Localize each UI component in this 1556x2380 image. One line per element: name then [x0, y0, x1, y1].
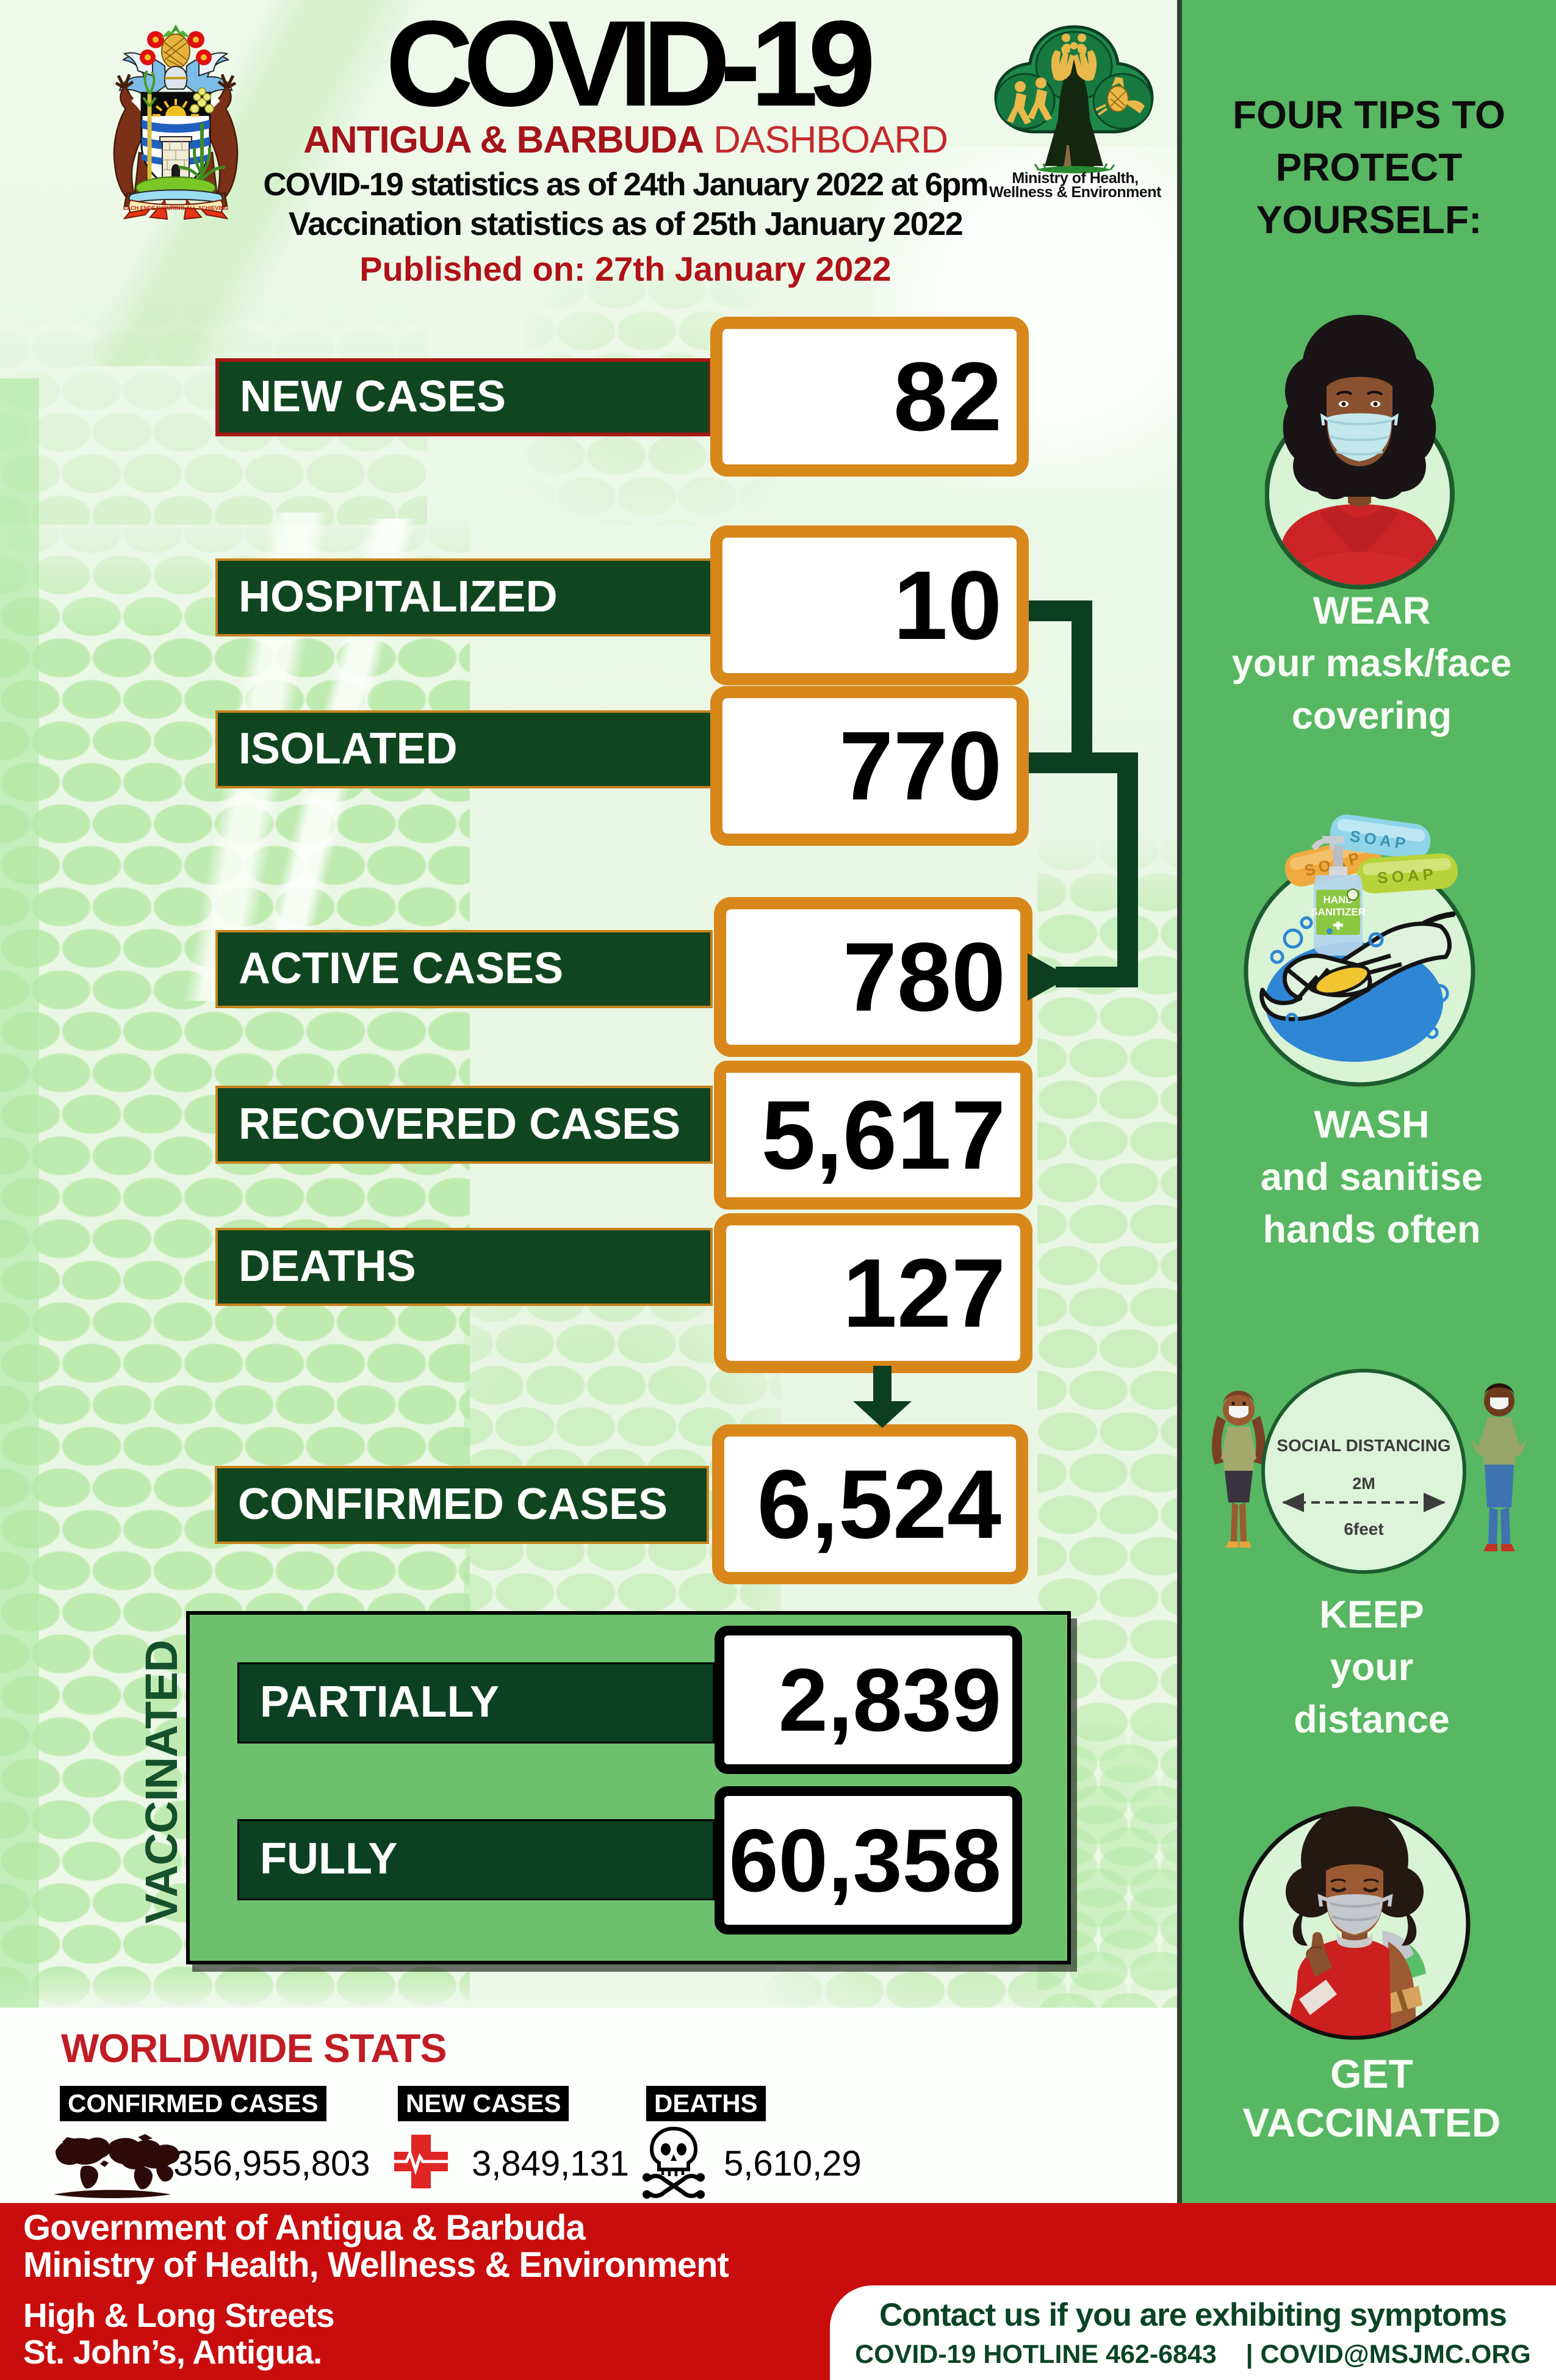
svg-text:SOCIAL DISTANCING: SOCIAL DISTANCING	[1277, 1436, 1450, 1455]
svg-text:SANITIZER: SANITIZER	[1311, 906, 1366, 918]
svg-text:HAND: HAND	[1323, 894, 1353, 906]
svg-text:6feet: 6feet	[1344, 1520, 1383, 1538]
svg-text:Wellness & Environment: Wellness & Environment	[989, 184, 1162, 200]
svg-text:SOAP: SOAP	[1377, 865, 1438, 887]
svg-text:Ministry of Health,: Ministry of Health,	[1012, 170, 1138, 187]
svg-text:EACH ENDEAVOURING ALL ACHIEVIN: EACH ENDEAVOURING ALL ACHIEVING	[123, 205, 229, 211]
svg-text:2M: 2M	[1352, 1474, 1375, 1493]
